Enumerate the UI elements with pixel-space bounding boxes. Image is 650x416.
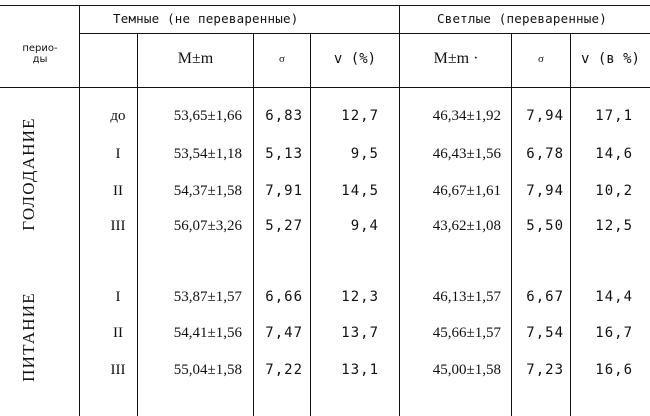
header-bottom-rule <box>0 87 650 88</box>
cell-light-sigma: 7,54 <box>526 325 564 341</box>
dark-sigma-header: σ <box>279 53 285 65</box>
cell-dark-m: 54,37±1,58 <box>173 183 242 199</box>
cell-dark-v: 12,3 <box>341 289 379 305</box>
cell-dark-m: 56,07±3,26 <box>173 218 242 234</box>
cell-dark-v: 13,1 <box>341 362 379 378</box>
column-divider <box>253 33 254 416</box>
cell-light-v: 14,6 <box>595 146 633 162</box>
group-header-rule <box>80 33 650 34</box>
cell-light-sigma: 6,67 <box>526 289 564 305</box>
cell-dark-sigma: 6,83 <box>265 108 303 124</box>
dark-v-header: v (%) <box>333 51 377 67</box>
cell-light-v: 14,4 <box>595 289 633 305</box>
cell-light-sigma: 7,23 <box>526 362 564 378</box>
cell-dark-sigma: 5,27 <box>265 218 303 234</box>
top-rule <box>0 5 650 6</box>
cell-dark-v: 9,4 <box>350 218 379 234</box>
cell-light-v: 12,5 <box>595 218 633 234</box>
cell-light-m: 46,13±1,57 <box>432 289 501 305</box>
cell-dark-sigma: 7,22 <box>265 362 303 378</box>
dark-m-header: M±m <box>177 50 214 67</box>
periods-header-text: перио- ды <box>22 43 58 65</box>
cell-dark-sigma: 7,47 <box>265 325 303 341</box>
cell-period: III <box>110 362 126 378</box>
periods-header: перио- ды <box>4 43 76 65</box>
cell-dark-v: 13,7 <box>341 325 379 341</box>
cell-period: II <box>113 183 123 199</box>
cell-light-m: 45,66±1,57 <box>432 325 501 341</box>
light-v-header: v (в %) <box>580 51 640 67</box>
cell-dark-v: 14,5 <box>341 183 379 199</box>
light-group-title: Светлые (переваренные) <box>437 11 607 26</box>
cell-period: I <box>115 146 121 162</box>
cell-light-sigma: 7,94 <box>526 183 564 199</box>
cell-light-m: 46,67±1,61 <box>432 183 501 199</box>
light-m-header: M±m · <box>433 50 479 67</box>
column-divider <box>79 5 80 416</box>
cell-light-v: 16,6 <box>595 362 633 378</box>
column-divider <box>310 33 311 416</box>
cell-light-m: 45,00±1,58 <box>432 362 501 378</box>
cell-period: III <box>110 218 126 234</box>
cell-period: II <box>113 325 123 341</box>
cell-dark-m: 53,54±1,18 <box>173 146 242 162</box>
cell-light-sigma: 5,50 <box>526 218 564 234</box>
cell-period: I <box>115 289 121 305</box>
cell-dark-m: 53,87±1,57 <box>173 289 242 305</box>
cell-dark-v: 9,5 <box>350 146 379 162</box>
cell-dark-m: 53,65±1,66 <box>173 108 242 124</box>
cell-light-v: 10,2 <box>595 183 633 199</box>
cell-light-sigma: 7,94 <box>526 108 564 124</box>
cell-period: до <box>110 108 126 124</box>
column-divider <box>570 33 571 416</box>
group-divider <box>399 5 400 416</box>
column-divider <box>511 33 512 416</box>
cell-light-v: 16,7 <box>595 325 633 341</box>
cell-light-sigma: 6,78 <box>526 146 564 162</box>
cell-dark-m: 55,04±1,58 <box>173 362 242 378</box>
section-label-feeding: ПИТАНИЕ <box>19 292 38 382</box>
cell-dark-v: 12,7 <box>341 108 379 124</box>
light-sigma-header: σ <box>538 53 544 65</box>
column-divider <box>137 33 138 416</box>
section-label-starvation: ГОЛОДАНИЕ <box>19 117 38 231</box>
cell-light-m: 46,43±1,56 <box>432 146 501 162</box>
cell-light-v: 17,1 <box>595 108 633 124</box>
dark-group-title: Темные (не переваренные) <box>113 11 299 26</box>
cell-dark-sigma: 5,13 <box>265 146 303 162</box>
cell-light-m: 43,62±1,08 <box>432 218 501 234</box>
cell-dark-sigma: 6,66 <box>265 289 303 305</box>
cell-dark-m: 54,41±1,56 <box>173 325 242 341</box>
cell-light-m: 46,34±1,92 <box>432 108 501 124</box>
cell-dark-sigma: 7,91 <box>265 183 303 199</box>
